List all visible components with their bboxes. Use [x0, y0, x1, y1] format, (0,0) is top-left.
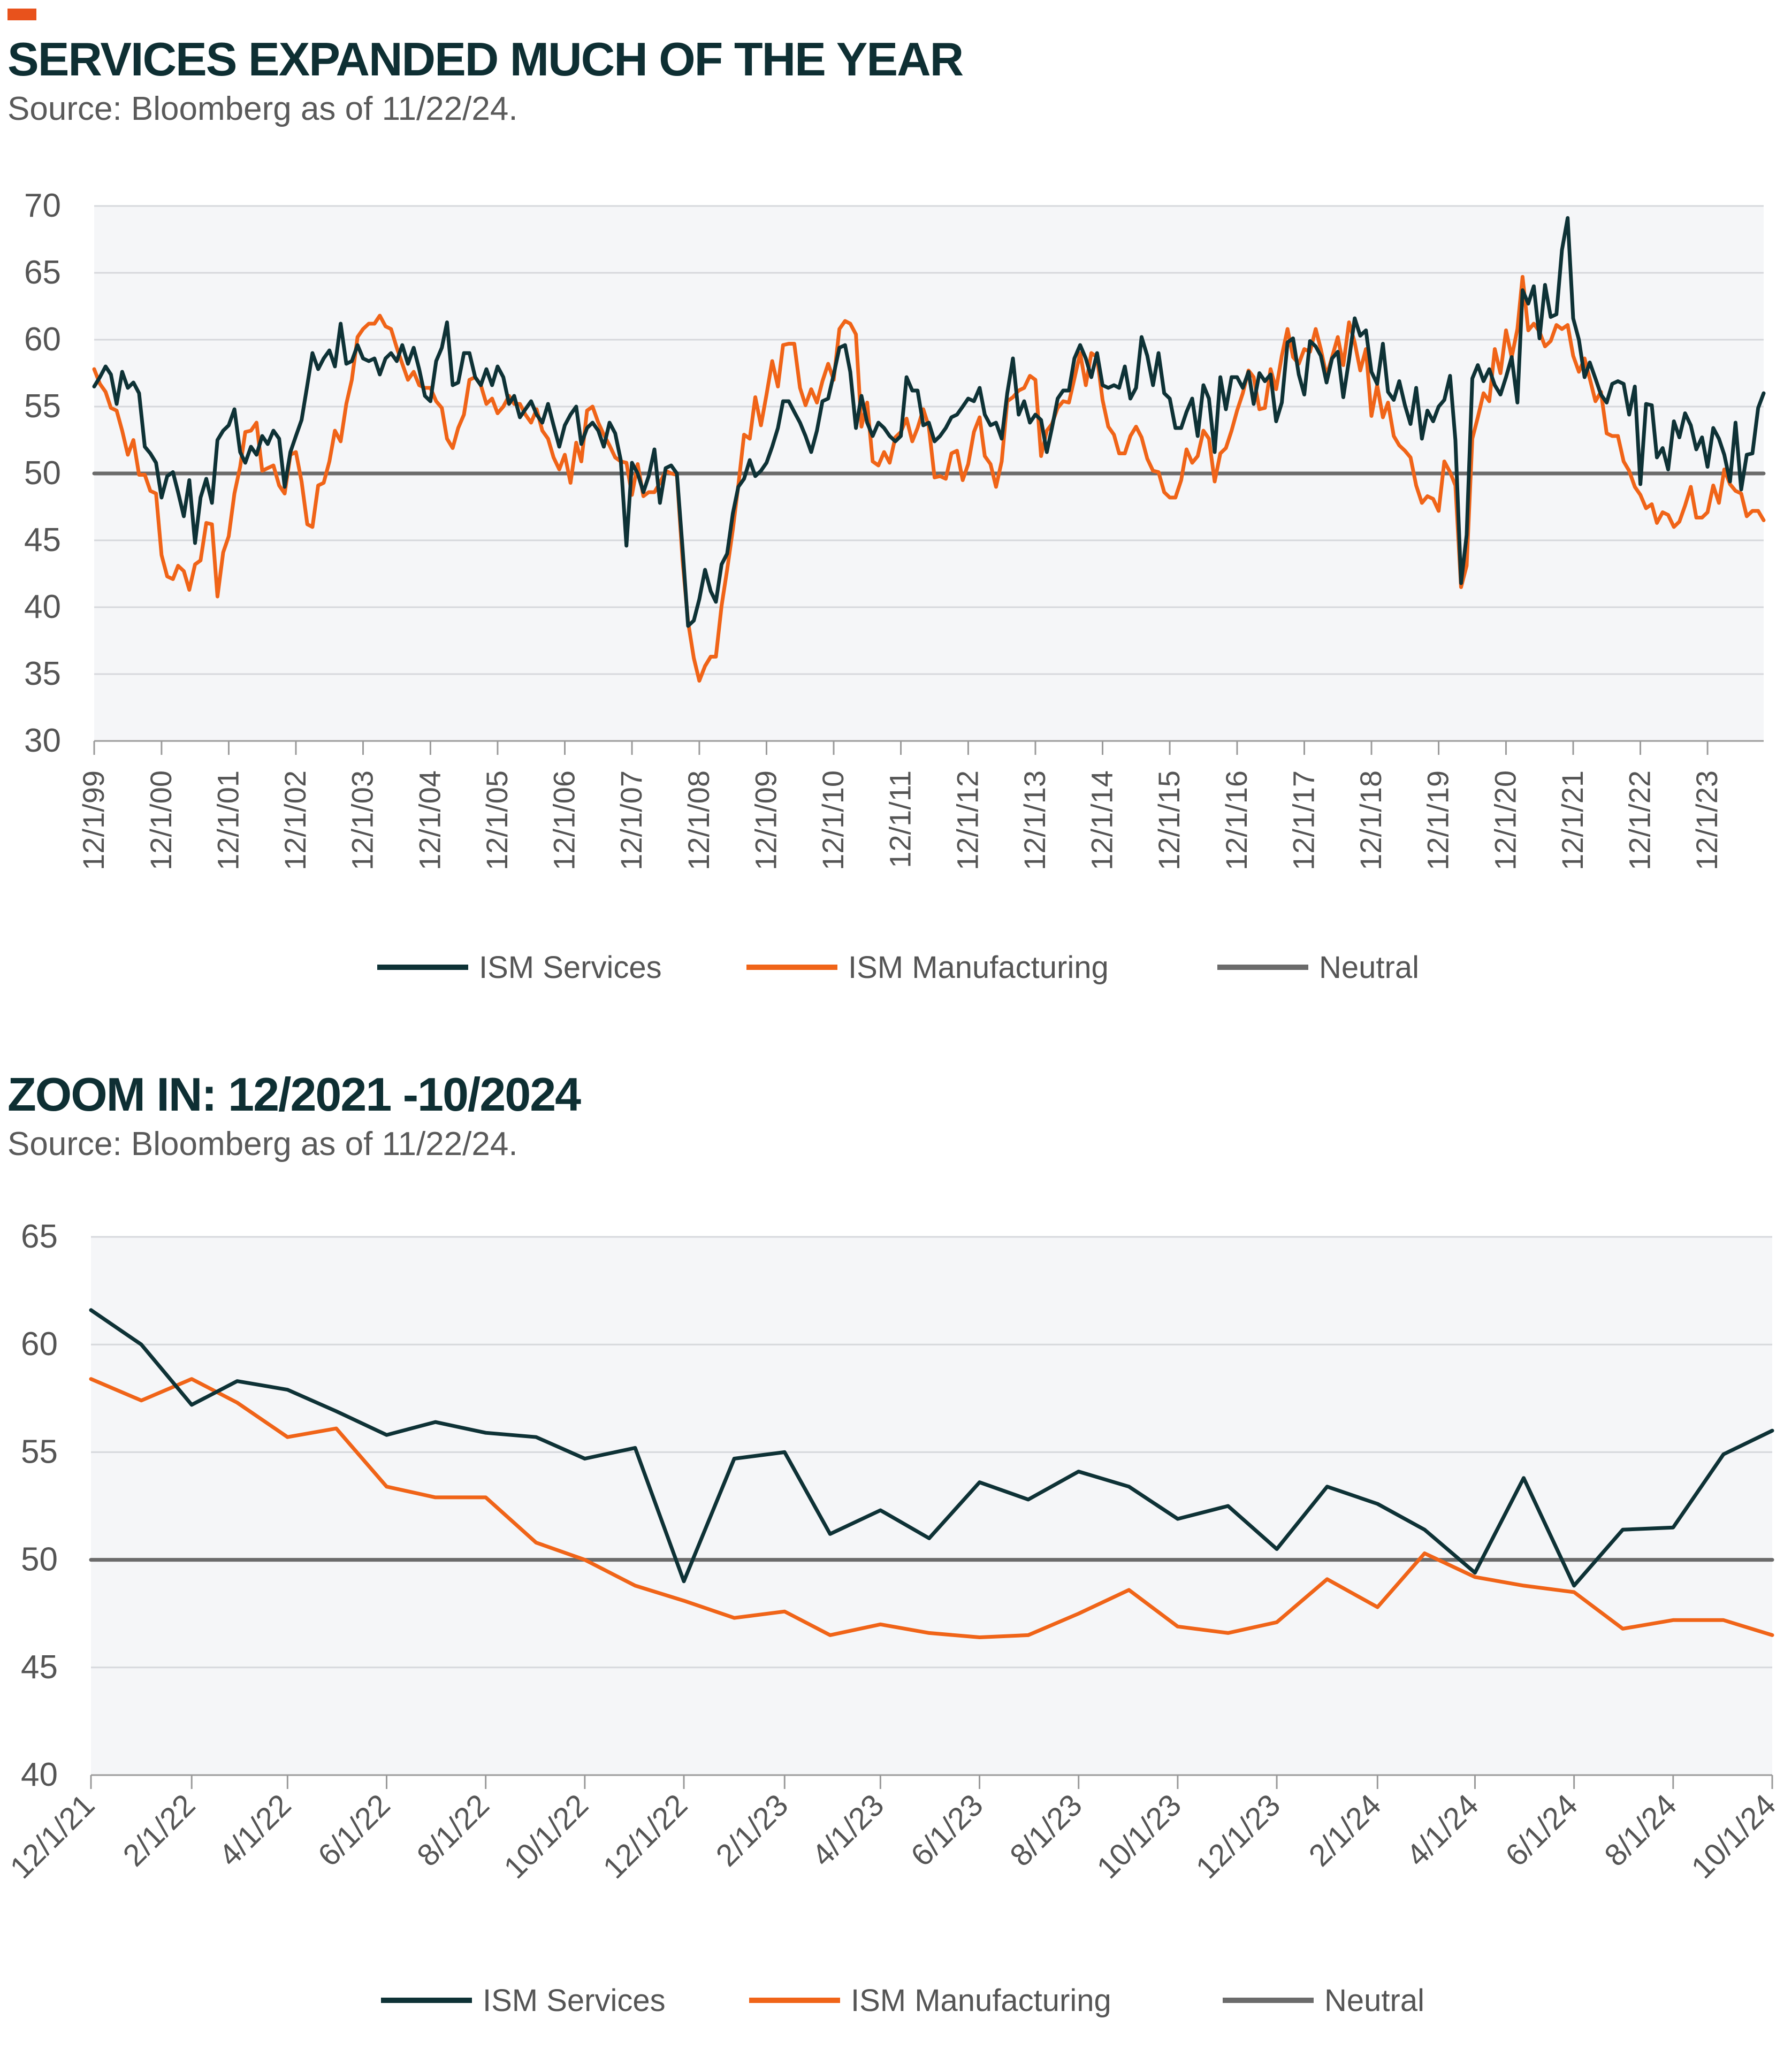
x-tick-label: 4/1/22: [212, 1787, 298, 1873]
series-line-ism-services: [92, 216, 1766, 628]
x-tick-label: 12/1/23: [1690, 770, 1724, 870]
y-tick-label: 65: [21, 1218, 58, 1255]
x-tick-label: 2/1/24: [1302, 1787, 1388, 1873]
x-tick-label: 12/1/23: [1189, 1787, 1287, 1885]
x-tick-label: 12/1/04: [413, 770, 446, 870]
x-tick-label: 12/1/21: [3, 1787, 101, 1885]
x-tick-label: 10/1/22: [497, 1787, 595, 1885]
x-tick-label: 12/1/14: [1085, 770, 1119, 870]
x-tick-label: 6/1/22: [311, 1787, 397, 1873]
chart-1-title: SERVICES EXPANDED MUCH OF THE YEAR: [7, 33, 964, 86]
legend-label: ISM Manufacturing: [848, 950, 1109, 985]
y-tick-label: 70: [24, 187, 61, 224]
x-tick-label: 12/1/05: [480, 770, 514, 870]
x-tick-label: 8/1/23: [1003, 1787, 1089, 1873]
x-tick-label: 2/1/22: [116, 1787, 202, 1873]
y-tick-label: 60: [21, 1326, 58, 1363]
x-tick-label: 12/1/18: [1354, 770, 1387, 870]
y-tick-label: 60: [24, 321, 61, 358]
x-tick-label: 4/1/23: [805, 1787, 891, 1873]
y-tick-label: 45: [24, 522, 61, 559]
x-tick-label: 8/1/24: [1598, 1787, 1683, 1873]
x-tick-label: 12/1/11: [883, 770, 917, 868]
legend-label: ISM Manufacturing: [851, 1983, 1111, 2018]
x-tick-label: 10/1/24: [1684, 1787, 1782, 1885]
x-tick-label: 12/1/22: [596, 1787, 694, 1885]
x-tick-label: 12/1/20: [1488, 770, 1522, 870]
y-tick-label: 55: [21, 1433, 58, 1470]
legend-label: Neutral: [1319, 950, 1419, 985]
x-tick-label: 6/1/23: [904, 1787, 990, 1873]
x-tick-label: 12/1/21: [1556, 770, 1589, 870]
x-tick-label: 2/1/23: [709, 1787, 795, 1873]
accent-bar: [7, 9, 36, 20]
y-tick-label: 40: [24, 588, 61, 625]
x-tick-label: 4/1/24: [1400, 1787, 1485, 1873]
legend-label: Neutral: [1324, 1983, 1424, 2018]
series-line-ism-manufacturing: [89, 1377, 1774, 1639]
x-tick-label: 12/1/13: [1018, 770, 1051, 870]
y-tick-label: 40: [21, 1756, 58, 1793]
x-tick-label: 12/1/08: [682, 770, 715, 870]
y-tick-label: 45: [21, 1649, 58, 1686]
x-tick-label: 8/1/22: [410, 1787, 496, 1873]
x-tick-label: 12/1/19: [1421, 770, 1455, 870]
chart-1-subtitle: Source: Bloomberg as of 11/22/24.: [7, 90, 518, 127]
x-tick-label: 12/1/22: [1623, 770, 1657, 870]
x-tick-label: 12/1/99: [77, 770, 110, 870]
x-tick-label: 12/1/12: [950, 770, 984, 870]
y-tick-label: 50: [21, 1541, 58, 1578]
x-tick-label: 12/1/17: [1286, 770, 1320, 870]
x-tick-label: 12/1/03: [346, 770, 379, 870]
plot-area: [91, 1237, 1772, 1775]
y-tick-label: 50: [24, 455, 61, 492]
x-tick-label: 12/1/09: [749, 770, 782, 870]
legend-label: ISM Services: [479, 950, 662, 985]
series-line-ism-services: [89, 1308, 1774, 1588]
y-tick-label: 55: [24, 388, 61, 425]
x-tick-label: 12/1/01: [211, 770, 245, 870]
x-tick-label: 12/1/02: [278, 770, 312, 870]
chart-1: 30 35 40 45 50 55 60 65 70 12/1/99 12/1/00 12/1/01 1…: [24, 187, 1766, 985]
x-tick-label: 6/1/24: [1499, 1787, 1584, 1873]
x-tick-label: 12/1/16: [1219, 770, 1253, 870]
legend-label: ISM Services: [483, 1983, 666, 2018]
y-tick-label: 65: [24, 254, 61, 291]
x-tick-label: 10/1/23: [1090, 1787, 1188, 1885]
x-tick-label: 12/1/07: [614, 770, 648, 870]
chart-2-title: ZOOM IN: 12/2021 -10/2024: [7, 1068, 581, 1121]
y-tick-label: 35: [24, 655, 61, 692]
chart-2-subtitle: Source: Bloomberg as of 11/22/24.: [7, 1126, 518, 1163]
x-tick-label: 12/1/15: [1152, 770, 1186, 870]
x-tick-label: 12/1/00: [144, 770, 178, 870]
x-tick-label: 12/1/10: [816, 770, 850, 870]
y-tick-label: 30: [24, 722, 61, 759]
x-tick-label: 12/1/06: [547, 770, 581, 870]
